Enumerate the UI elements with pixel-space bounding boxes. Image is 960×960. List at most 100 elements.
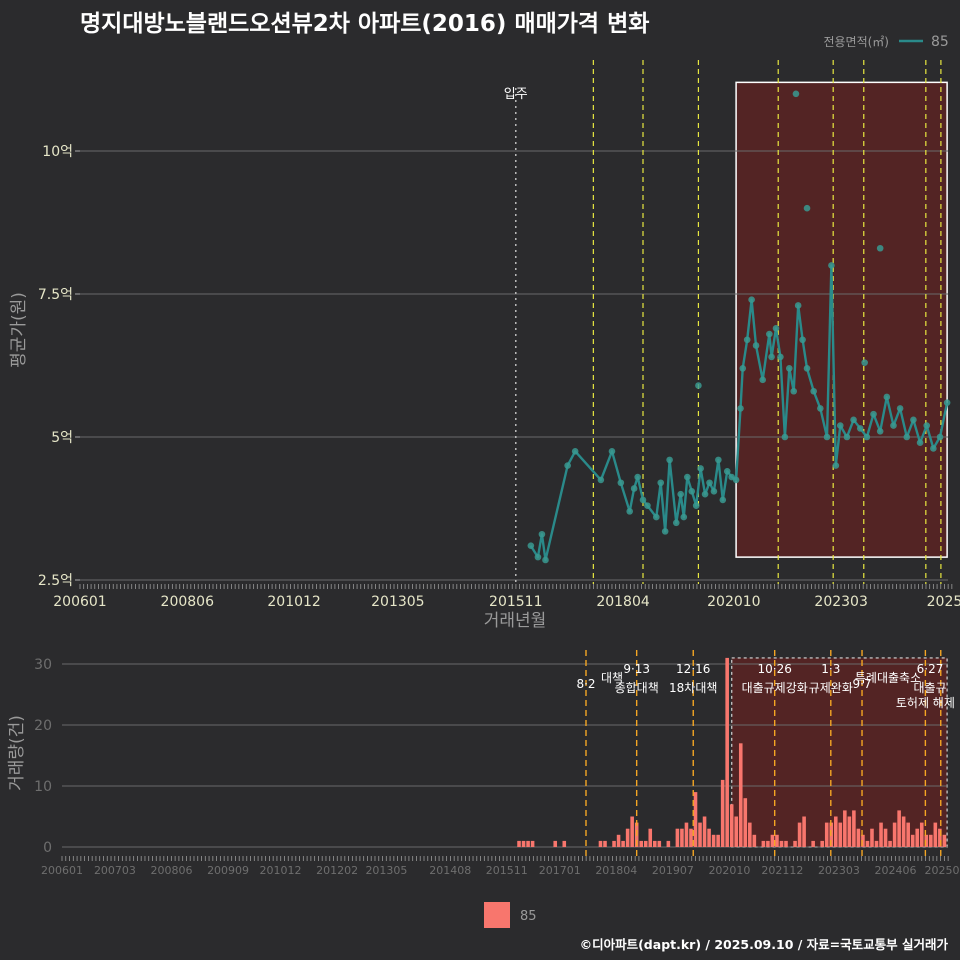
price-point: [794, 302, 802, 309]
price-point: [836, 422, 844, 429]
volume-bar: [725, 657, 729, 847]
price-point: [772, 325, 780, 332]
price-point: [883, 393, 891, 401]
y-tick-label: 5억: [51, 430, 73, 446]
price-point: [715, 456, 722, 464]
policy-date-label: 9·13: [623, 662, 650, 676]
policy-date-label: 9·7: [852, 677, 871, 691]
volume-y-tick-label: 20: [34, 718, 52, 734]
price-point: [732, 476, 740, 484]
volume-bar: [766, 840, 770, 847]
volume-x-tick-label: 202406: [875, 864, 917, 877]
price-point: [653, 513, 660, 521]
volume-x-tick-label: 20250: [925, 864, 960, 877]
volume-bar: [892, 822, 897, 847]
volume-bar: [915, 828, 920, 847]
price-point: [723, 468, 731, 475]
volume-bar: [630, 816, 634, 847]
credit-text: ©디아파트(dapt.kr) / 2025.09.10 / 자료=국토교통부 실…: [579, 937, 948, 952]
price-point: [903, 433, 911, 441]
price-point: [692, 502, 700, 509]
volume-bar: [612, 840, 616, 847]
volume-bar: [843, 810, 847, 847]
volume-bar: [838, 822, 843, 847]
price-point: [832, 462, 840, 469]
volume-bar: [861, 834, 865, 847]
price-point: [910, 416, 917, 424]
price-point: [752, 342, 760, 349]
price-point: [810, 387, 817, 395]
price-point: [701, 490, 709, 498]
volume-y-tick-label: 10: [34, 779, 52, 795]
x-tick-label: 201804: [596, 594, 650, 610]
volume-bar: [824, 822, 829, 847]
volume-bar: [933, 822, 938, 847]
price-point: [876, 427, 884, 435]
price-point: [661, 528, 669, 535]
legend-label: 85: [931, 34, 949, 50]
price-point: [870, 410, 877, 418]
volume-x-tick-label: 200806: [151, 864, 193, 877]
volume-bar: [648, 828, 653, 847]
volume-bar: [906, 822, 910, 847]
volume-panel: 0 10 20 30 거래량(건) 200601 200703 200806 200909 201…: [7, 650, 960, 928]
volume-bar: [793, 840, 797, 847]
volume-bar: [761, 840, 766, 847]
price-point: [739, 365, 747, 372]
price-point: [896, 405, 904, 412]
volume-bar: [919, 822, 924, 847]
y-tick-label: 7.5억: [38, 287, 73, 303]
volume-x-tick-label: 201305: [365, 864, 407, 877]
volume-bar: [833, 816, 838, 847]
price-outlier-point: [876, 244, 884, 252]
volume-bar: [802, 816, 806, 847]
volume-bar: [729, 804, 734, 847]
x-axis-title: 거래년월: [484, 611, 547, 631]
x-tick-label: 201511: [489, 594, 542, 610]
volume-bar: [643, 840, 648, 847]
volume-bar: [526, 840, 530, 847]
volume-bar: [616, 834, 621, 847]
volume-bar: [874, 840, 879, 847]
volume-bar: [716, 834, 720, 847]
volume-bar: [675, 828, 680, 847]
x-tick-label: 200601: [53, 594, 106, 610]
price-outlier-point: [695, 382, 702, 389]
x-tick-label: 200806: [161, 594, 215, 610]
policy-date-label: 12·16: [676, 662, 710, 676]
volume-x-tick-label: 201202: [316, 864, 358, 877]
policy-name-label: 종합대책: [615, 680, 659, 695]
volume-bar: [797, 822, 802, 847]
price-point: [538, 530, 546, 538]
volume-y-tick-label: 0: [43, 840, 52, 856]
policy-date-label: 10·26: [758, 662, 792, 676]
volume-x-tick-label: 202303: [818, 864, 860, 877]
price-point: [644, 502, 651, 509]
volume-bar: [847, 816, 852, 847]
policy-name-label: 규제완화: [809, 681, 853, 695]
price-outlier-point: [861, 359, 868, 366]
volume-bar: [734, 816, 739, 847]
volume-bar: [698, 822, 702, 847]
volume-bar: [702, 816, 707, 847]
price-point: [534, 553, 542, 561]
move-in-label: 입주: [504, 87, 528, 102]
volume-bar: [942, 834, 947, 847]
price-point: [743, 336, 751, 344]
volume-bar: [770, 834, 775, 847]
price-point: [680, 513, 688, 521]
price-point: [748, 296, 755, 304]
price-point: [923, 422, 931, 429]
volume-bar: [910, 834, 915, 847]
price-point: [630, 485, 638, 492]
price-point: [856, 425, 864, 432]
volume-bar: [693, 792, 698, 847]
volume-bar: [748, 822, 752, 847]
volume-x-tick-label: 201408: [429, 864, 471, 877]
price-point: [706, 479, 713, 487]
price-point: [697, 465, 704, 472]
price-point: [930, 445, 937, 452]
volume-bar: [689, 828, 693, 847]
chart-title: 명지대방노블랜드오션뷰2차 아파트(2016) 매매가격 변화: [80, 11, 650, 37]
